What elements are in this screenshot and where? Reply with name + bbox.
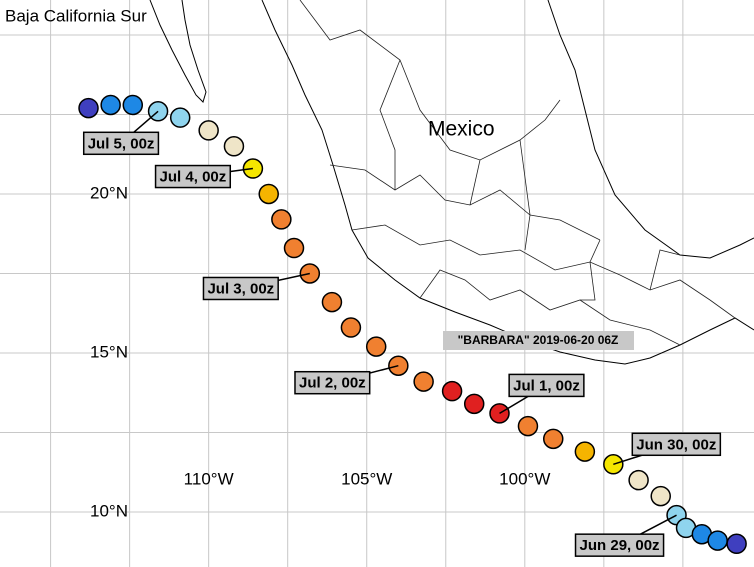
lon-tick-label: 110°W	[184, 469, 234, 488]
track-point	[78, 97, 99, 119]
track-point	[463, 393, 485, 415]
date-label-box	[294, 370, 371, 395]
date-label: Jun 30, 00z	[631, 432, 722, 457]
date-label: Jul 2, 00z	[294, 370, 371, 395]
storm-label: "BARBARA" 2019-06-20 06Z	[458, 333, 619, 347]
date-label: Jul 3, 00z	[202, 276, 279, 301]
border	[351, 224, 736, 319]
track-point	[517, 415, 539, 437]
track-point	[413, 371, 434, 392]
date-labels: Jul 5, 00z Jul 4, 00z Jul 3, 00z Jul 2, 00z…	[82, 110, 722, 557]
date-label-box	[574, 533, 665, 557]
date-label-text: Jun 30, 00z	[636, 436, 716, 453]
lat-tick-label: 10°N	[90, 501, 128, 520]
track-point	[707, 530, 728, 551]
track-point	[122, 94, 144, 116]
date-label-box	[202, 276, 279, 301]
date-label: Jul 1, 00z	[508, 373, 585, 398]
gulf-coast	[547, 0, 754, 259]
border	[299, 0, 561, 161]
state-borders	[299, 0, 736, 346]
track-point	[242, 158, 264, 179]
track-point	[258, 183, 279, 205]
lat-tick-label: 20°N	[90, 183, 128, 202]
track-point	[441, 380, 463, 402]
storm-label-box	[443, 331, 634, 350]
track-point	[169, 107, 191, 128]
date-label-text: Jul 4, 00z	[160, 169, 227, 186]
lon-tick-label: 100°W	[499, 469, 550, 488]
date-label-text: Jul 1, 00z	[513, 377, 580, 394]
coastlines	[149, 0, 754, 365]
track-point	[198, 120, 219, 141]
date-label-text: Jul 3, 00z	[207, 280, 274, 297]
date-label: Jun 29, 00z	[574, 533, 665, 557]
date-label-box	[82, 131, 160, 156]
date-label: Jul 5, 00z	[82, 131, 160, 156]
date-label: Jul 4, 00z	[154, 164, 232, 189]
track-point	[100, 94, 121, 116]
mainland-coast	[261, 0, 754, 365]
track-point	[340, 317, 362, 338]
country-label: Mexico	[428, 118, 495, 141]
date-label-box	[508, 373, 585, 398]
track-point	[650, 485, 671, 507]
track-point	[574, 441, 596, 462]
border	[329, 164, 601, 241]
border	[419, 269, 681, 346]
track-point	[628, 469, 649, 491]
lon-tick-label: 105°W	[341, 469, 392, 488]
track-point	[321, 291, 343, 313]
track-point	[223, 136, 245, 157]
lat-tick-label: 15°N	[90, 342, 128, 361]
storm-track	[78, 94, 747, 555]
date-label-box	[631, 432, 722, 457]
date-label-text: Jun 29, 00z	[580, 537, 660, 554]
date-label-text: Jul 5, 00z	[88, 135, 155, 152]
track-point	[726, 533, 747, 555]
border	[379, 59, 681, 301]
track-point	[365, 336, 387, 357]
region-label: Baja California Sur	[5, 6, 147, 25]
axis-labels: 110°W 105°W 100°W 20°N 15°N 10°N	[90, 183, 550, 520]
track-point	[283, 237, 305, 259]
date-label-box	[154, 164, 232, 189]
date-label-text: Jul 2, 00z	[299, 375, 366, 392]
track-point	[542, 428, 564, 450]
track-point	[271, 209, 292, 230]
baja-coast	[149, 0, 207, 103]
